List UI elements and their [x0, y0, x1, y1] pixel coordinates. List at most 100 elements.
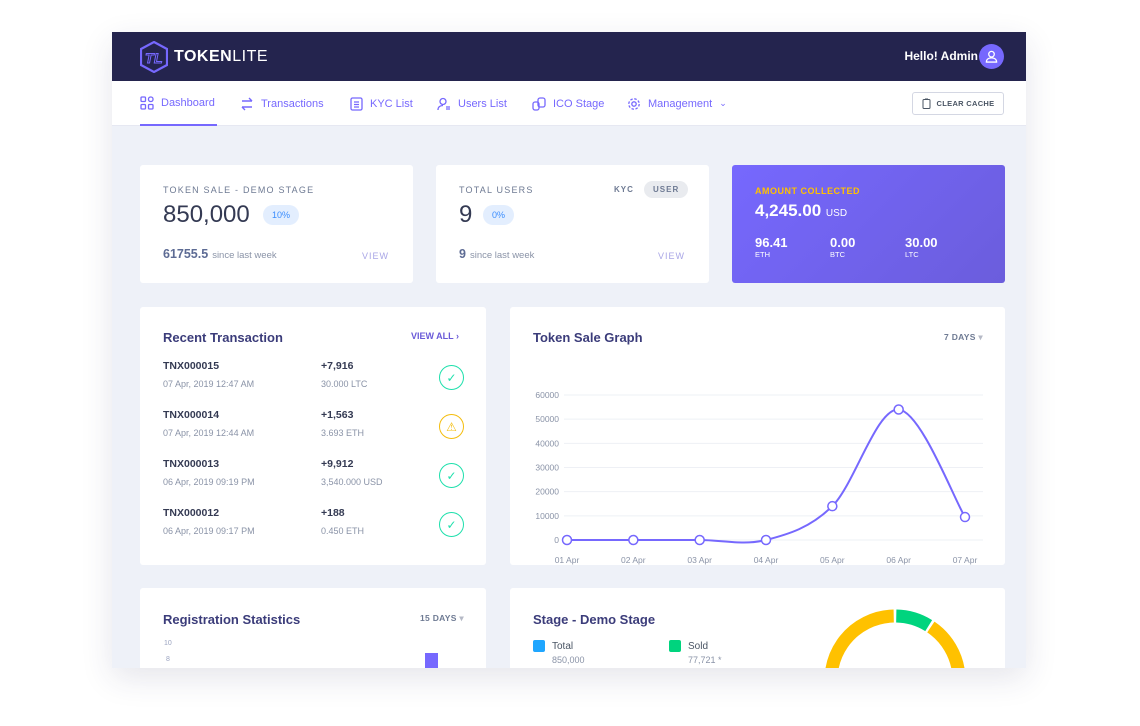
transaction-amount: +9,912	[321, 458, 354, 470]
token-sale-line-chart: 0 10000 20000 30000 40000 50000 60000 01 Apr 02 …	[535, 390, 983, 565]
total-value: 850,000	[552, 655, 585, 665]
percent-badge: 0%	[483, 205, 515, 225]
token-sale-graph-card: Token Sale Graph 7 DAYS ▾ 0 10000 20000 300…	[510, 307, 1005, 565]
chevron-right-icon: ›	[456, 331, 460, 341]
amount-collected-card: AMOUNT COLLECTED 4,245.00 USD 96.41 ETH 0…	[732, 165, 1005, 283]
nav-label: Management	[648, 97, 713, 110]
token-sale-value: 850,000	[163, 201, 250, 228]
total-users-value: 9	[459, 201, 473, 228]
transaction-currency: 30.000 LTC	[321, 379, 368, 389]
card-label: TOKEN SALE - DEMO STAGE	[163, 185, 315, 195]
clear-cache-label: CLEAR CACHE	[936, 99, 995, 108]
nav-label: Users List	[458, 97, 507, 110]
amount-value: 4,245.00 USD	[755, 201, 848, 220]
x-tick-label: 03 Apr	[687, 555, 712, 565]
card-label: AMOUNT COLLECTED	[755, 186, 860, 196]
donut-slice-unsold	[825, 609, 965, 668]
y-tick-label: 10000	[535, 511, 559, 521]
card-title: Token Sale Graph	[533, 330, 643, 345]
check-icon: ✓	[439, 365, 464, 390]
x-tick-label: 04 Apr	[754, 555, 779, 565]
transaction-row[interactable]: TNX000014 07 Apr, 2019 12:44 AM +1,563 3…	[163, 409, 464, 458]
legend-total: Total	[533, 640, 573, 652]
main-nav: Dashboard Transactions KYC List Users Li…	[112, 81, 1026, 126]
nav-dashboard[interactable]: Dashboard	[140, 81, 217, 126]
transaction-date: 06 Apr, 2019 09:19 PM	[163, 477, 255, 487]
x-tick-label: 05 Apr	[820, 555, 845, 565]
transaction-currency: 0.450 ETH	[321, 526, 365, 536]
data-point	[694, 534, 705, 546]
range-dropdown[interactable]: 7 DAYS ▾	[944, 332, 983, 342]
stage-card: Stage - Demo Stage Total 850,000 Sold 77…	[510, 588, 1005, 668]
y-tick-label: 40000	[535, 438, 559, 448]
tab-user[interactable]: USER	[644, 181, 689, 198]
registration-statistics-card: Registration Statistics 15 DAYS ▾ 10 8	[140, 588, 486, 668]
clear-cache-button[interactable]: CLEAR CACHE	[912, 92, 1004, 115]
tab-kyc[interactable]: KYC	[614, 185, 634, 194]
transaction-row[interactable]: TNX000012 06 Apr, 2019 09:17 PM +188 0.4…	[163, 507, 464, 556]
view-link[interactable]: VIEW	[361, 251, 389, 261]
user-avatar[interactable]	[979, 44, 1004, 69]
transaction-row[interactable]: TNX000013 06 Apr, 2019 09:19 PM +9,912 3…	[163, 458, 464, 507]
users-icon	[437, 97, 450, 110]
greeting: Hello! Admin	[904, 49, 978, 63]
view-all-link[interactable]: VIEW ALL ›	[411, 331, 460, 341]
data-point	[893, 404, 904, 415]
card-title: Recent Transaction	[163, 330, 283, 345]
transaction-row[interactable]: TNX000015 07 Apr, 2019 12:47 AM +7,916 3…	[163, 360, 464, 409]
nav-transactions[interactable]: Transactions	[240, 81, 324, 126]
y-tick-label: 0	[554, 535, 559, 545]
since-last-week: 9 since last week	[459, 247, 535, 261]
data-point	[561, 534, 573, 546]
transaction-date: 06 Apr, 2019 09:17 PM	[163, 526, 255, 536]
nav-kyc-list[interactable]: KYC List	[350, 81, 413, 126]
top-header: TL TOKENLITE Hello! Admin	[112, 32, 1026, 81]
y-tick-label: 30000	[535, 463, 559, 473]
warning-icon: ⚠	[439, 414, 464, 439]
transaction-id: TNX000012	[163, 507, 220, 519]
transaction-amount: +188	[321, 507, 345, 519]
data-point	[959, 511, 971, 523]
transaction-amount: +7,916	[321, 360, 354, 372]
legend-swatch	[533, 640, 545, 652]
x-tick-label: 07 Apr	[953, 555, 978, 565]
transaction-date: 07 Apr, 2019 12:47 AM	[163, 379, 255, 389]
check-icon: ✓	[439, 512, 464, 537]
registration-bar	[425, 653, 438, 668]
stage-donut-chart	[825, 609, 965, 668]
coins-icon	[532, 96, 546, 111]
nav-ico-stage[interactable]: ICO Stage	[532, 81, 604, 126]
card-title: Stage - Demo Stage	[533, 612, 656, 627]
document-icon	[350, 96, 363, 111]
view-link[interactable]: VIEW	[657, 251, 685, 261]
transaction-currency: 3.693 ETH	[321, 428, 365, 438]
series-line	[567, 408, 966, 544]
transaction-id: TNX000015	[163, 360, 220, 372]
token-sale-card: TOKEN SALE - DEMO STAGE 850,000 10% 6175…	[140, 165, 413, 283]
gear-icon	[628, 97, 640, 110]
total-users-card: TOTAL USERS KYC USER 9 0% 9 since last we…	[436, 165, 709, 283]
brand-name: TOKENLITE	[174, 48, 269, 65]
card-title: Registration Statistics	[163, 612, 301, 627]
x-tick-label: 01 Apr	[555, 555, 580, 565]
transaction-currency: 3,540.000 USD	[321, 477, 383, 487]
nav-users-list[interactable]: Users List	[437, 81, 507, 126]
logo[interactable]: TL TOKENLITE	[140, 41, 268, 73]
range-dropdown[interactable]: 15 DAYS ▾	[419, 613, 464, 623]
recent-transactions-card: Recent Transaction VIEW ALL › TNX000015 …	[140, 307, 486, 565]
x-tick-label: 02 Apr	[621, 555, 646, 565]
ltc-amount: 30.00 LTC	[905, 235, 938, 259]
transaction-amount: +1,563	[321, 409, 354, 421]
transaction-id: TNX000013	[163, 458, 220, 470]
btc-amount: 0.00 BTC	[830, 235, 856, 259]
y-tick: 8	[166, 656, 170, 663]
transaction-id: TNX000014	[163, 409, 220, 421]
nav-management[interactable]: Management ⌄	[627, 81, 727, 126]
legend-sold: Sold	[669, 640, 708, 652]
y-tick: 10	[164, 640, 172, 647]
swap-icon	[241, 97, 253, 110]
since-last-week: 61755.5 since last week	[163, 247, 277, 261]
grid-icon	[140, 95, 154, 110]
nav-label: KYC List	[370, 97, 413, 110]
svg-text:TL: TL	[145, 50, 163, 66]
